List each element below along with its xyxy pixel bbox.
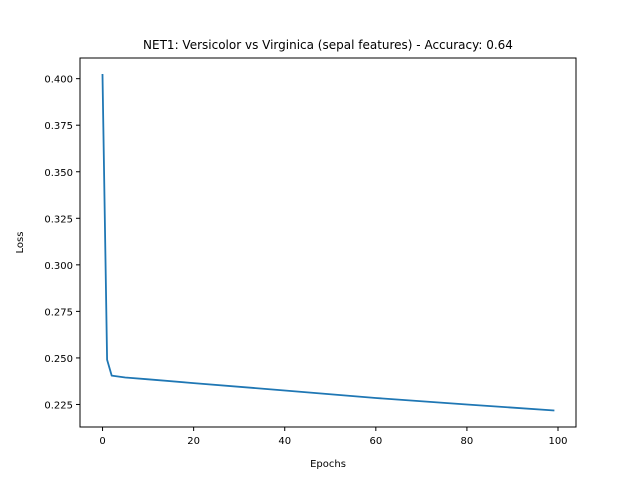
y-tick-label: 0.250: [44, 354, 73, 365]
x-tick-label: 100: [548, 436, 567, 447]
y-tick-label: 0.350: [44, 168, 73, 179]
y-tick-label: 0.375: [44, 121, 73, 132]
y-axis-label: Loss: [15, 232, 26, 254]
x-axis-label: Epochs: [310, 459, 346, 470]
x-tick-label: 40: [278, 436, 291, 447]
plot-area: 0 20 40 60 80 100 0.225 0.250 0.275 0.300 0.325 0.3…: [44, 73, 568, 447]
x-tick-label: 0: [99, 436, 105, 447]
axes-frame: [79, 57, 577, 428]
y-tick-label: 0.275: [44, 307, 73, 318]
x-tick-label: 60: [369, 436, 382, 447]
x-tick-label: 20: [187, 436, 200, 447]
y-tick-label: 0.325: [44, 214, 73, 225]
y-tick-label: 0.400: [44, 75, 73, 86]
chart-title: NET1: Versicolor vs Virginica (sepal fea…: [143, 38, 513, 52]
x-tick-label: 80: [461, 436, 474, 447]
loss-line: [101, 73, 555, 412]
y-tick-label: 0.225: [44, 400, 73, 411]
y-tick-label: 0.300: [44, 261, 73, 272]
